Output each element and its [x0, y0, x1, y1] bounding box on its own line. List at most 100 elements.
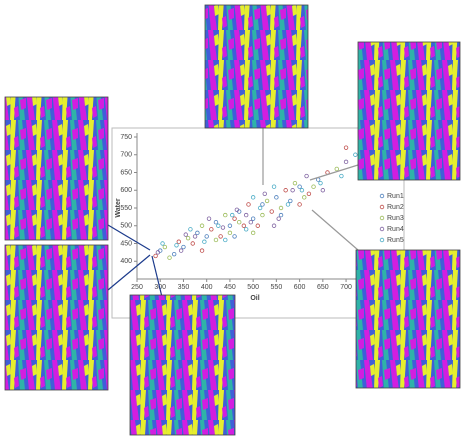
- point: [260, 202, 265, 207]
- point: [199, 223, 205, 228]
- point: [250, 195, 256, 200]
- point: [334, 166, 339, 172]
- legend-marker: [379, 193, 385, 199]
- point: [297, 202, 302, 207]
- point: [278, 205, 284, 211]
- y-tick-label: 700: [120, 152, 132, 159]
- point: [278, 212, 284, 218]
- legend-label: Run1: [387, 193, 404, 200]
- x-tick-label: 500: [247, 284, 259, 291]
- legend-label: Run4: [387, 226, 404, 233]
- point: [232, 216, 237, 221]
- legend-marker: [379, 226, 385, 232]
- point: [290, 188, 295, 193]
- point: [318, 180, 323, 186]
- point: [188, 227, 193, 232]
- point: [343, 159, 349, 165]
- legend-marker: [379, 237, 385, 243]
- point: [339, 173, 344, 179]
- point: [213, 219, 219, 225]
- point: [248, 219, 254, 225]
- x-tick-label: 350: [178, 284, 190, 291]
- point: [343, 145, 349, 150]
- point: [185, 235, 191, 241]
- y-tick-label: 600: [120, 187, 132, 194]
- legend-label: Run2: [387, 204, 404, 211]
- point: [220, 225, 226, 230]
- point: [190, 241, 195, 246]
- point: [246, 202, 251, 207]
- point: [181, 244, 186, 250]
- y-tick-label: 750: [120, 134, 132, 141]
- point: [283, 188, 288, 193]
- legend-label: Run3: [387, 215, 404, 222]
- point: [204, 234, 209, 239]
- y-tick-label: 550: [120, 205, 132, 212]
- plot: 400 450 500 550 600 650 700 750 250 300 350 400 450 5…: [120, 133, 404, 291]
- x-tick-label: 250: [131, 284, 143, 291]
- chart-frame: [111, 127, 405, 319]
- y-tick-label: 400: [120, 258, 132, 265]
- point: [250, 230, 256, 236]
- point: [320, 188, 326, 193]
- point: [288, 198, 293, 204]
- point: [285, 202, 291, 207]
- point: [195, 230, 200, 236]
- point: [243, 227, 249, 232]
- arrows: [107, 128, 359, 298]
- legend-marker: [379, 204, 385, 210]
- legend-marker: [379, 215, 385, 221]
- point: [213, 237, 219, 243]
- point: [260, 212, 265, 218]
- point: [218, 234, 223, 239]
- point: [243, 212, 249, 218]
- point: [223, 212, 228, 218]
- point: [262, 191, 267, 196]
- x-tick-label: 400: [201, 284, 213, 291]
- x-tick-label: 450: [224, 284, 236, 291]
- point: [183, 232, 188, 237]
- point: [171, 251, 177, 257]
- point: [160, 241, 165, 246]
- point: [264, 198, 270, 204]
- point: [250, 216, 256, 221]
- x-axis-title: Oil: [250, 295, 259, 302]
- point: [202, 239, 207, 244]
- point: [353, 152, 358, 157]
- point: [304, 173, 309, 179]
- point: [216, 223, 221, 228]
- point: [311, 184, 316, 189]
- y-tick-label: 450: [120, 240, 132, 247]
- point: [269, 209, 274, 214]
- point: [192, 234, 198, 239]
- point: [232, 234, 237, 239]
- point: [241, 223, 247, 228]
- point: [206, 216, 212, 221]
- point: [302, 195, 307, 200]
- point: [227, 230, 233, 236]
- point: [155, 250, 161, 255]
- point: [153, 253, 158, 259]
- x-tick-label: 600: [294, 284, 306, 291]
- x-tick-label: 300: [154, 284, 166, 291]
- point: [178, 248, 184, 253]
- point: [274, 195, 279, 200]
- point: [176, 239, 182, 244]
- point: [174, 243, 179, 248]
- y-tick-label: 500: [120, 223, 132, 230]
- x-tick-label: 650: [317, 284, 329, 291]
- point: [297, 184, 302, 189]
- point: [276, 216, 281, 221]
- point: [292, 180, 298, 186]
- point: [223, 237, 228, 243]
- legend-label: Run5: [387, 237, 404, 244]
- point: [162, 244, 168, 250]
- point: [255, 223, 260, 228]
- point: [237, 219, 242, 225]
- point: [257, 205, 263, 211]
- y-axis-title: Water: [115, 198, 122, 217]
- point: [306, 191, 312, 196]
- point: [167, 255, 172, 260]
- point: [227, 223, 233, 228]
